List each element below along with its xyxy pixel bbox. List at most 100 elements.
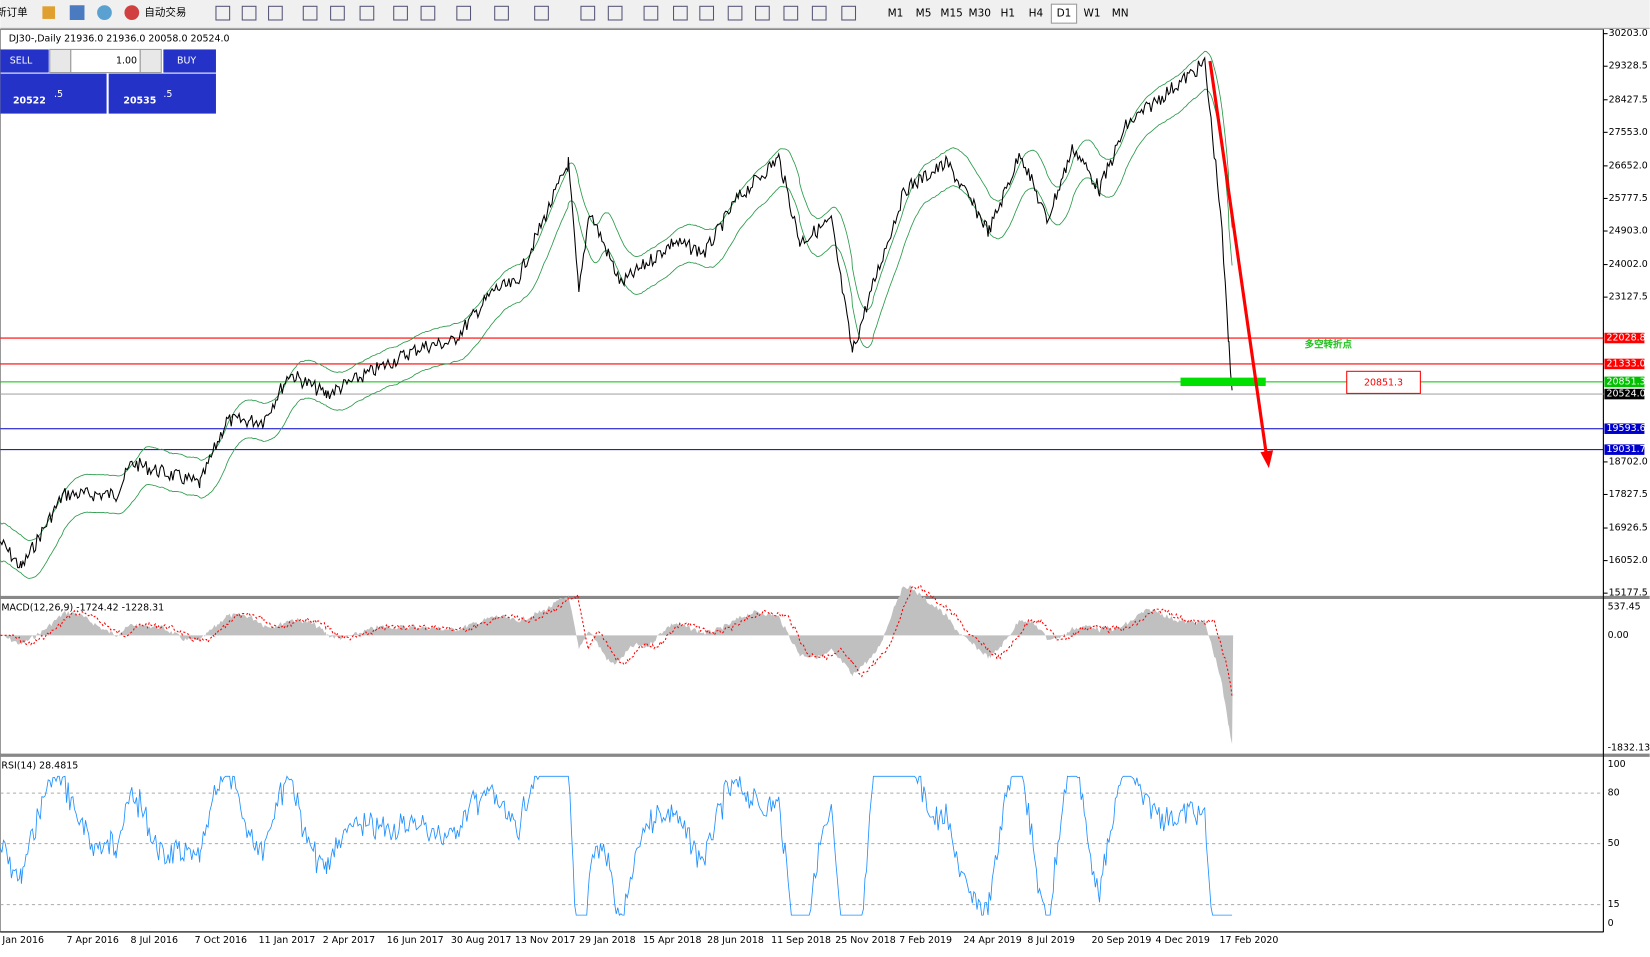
tool-icon[interactable] — [456, 5, 472, 21]
timeframe-button[interactable]: MN — [1112, 8, 1129, 20]
trend-arrow — [1208, 60, 1269, 458]
tool-icon[interactable] — [241, 5, 257, 21]
price-label: 30203.0 — [1609, 28, 1648, 39]
tool-icon[interactable] — [580, 5, 596, 21]
buy-price-frac[interactable]: .5 — [163, 89, 172, 100]
band-lower — [0, 88, 1233, 579]
buy-price[interactable]: 20535 — [123, 95, 156, 106]
tool-icon[interactable] — [534, 5, 549, 21]
tool-icons: M1 M5 M15 M30 H1 H4 D1 W1 MN — [215, 3, 1129, 24]
lot-value[interactable]: 1.00 — [116, 56, 137, 67]
lot-down[interactable] — [49, 48, 72, 74]
chart-header: DJ30-,Daily 21936.0 21936.0 20058.0 2052… — [9, 33, 230, 44]
level-tag — [1604, 444, 1645, 455]
icon[interactable] — [97, 5, 112, 20]
tool-icon[interactable] — [268, 5, 283, 21]
level-tag — [1604, 358, 1645, 370]
new-order-button[interactable]: 新订单 — [0, 6, 28, 19]
date-label: 25 Nov 2018 — [835, 935, 896, 946]
sell-button[interactable] — [0, 49, 49, 73]
rsi-axis-label: 15 — [1608, 899, 1620, 910]
sell-price-frac[interactable]: .5 — [54, 89, 63, 100]
date-label: 7 Feb 2019 — [899, 935, 952, 946]
level-label: 19031.7 — [1607, 444, 1646, 455]
timeframe-button[interactable]: H4 — [1029, 8, 1044, 20]
buy-price-box[interactable] — [108, 73, 216, 114]
tool-icon[interactable] — [359, 5, 375, 21]
date-label: 7 Apr 2016 — [66, 935, 118, 946]
price-label: 29328.5 — [1609, 61, 1648, 72]
tool-icon[interactable] — [420, 5, 436, 21]
auto-trade-button[interactable]: 自动交易 — [144, 6, 186, 19]
tool-icon[interactable] — [393, 5, 408, 21]
date-label: 4 Dec 2019 — [1155, 935, 1209, 946]
tool-icon[interactable] — [755, 5, 770, 21]
date-label: 15 Apr 2018 — [643, 935, 701, 946]
tool-icon[interactable] — [494, 5, 509, 21]
icon[interactable] — [69, 5, 85, 20]
date-label: 2 Apr 2017 — [323, 935, 375, 946]
tool-icon[interactable] — [330, 5, 345, 21]
timeframe-button[interactable]: M15 — [940, 8, 962, 20]
date-label: 30 Aug 2017 — [451, 935, 512, 946]
price-label: 15177.5 — [1609, 588, 1648, 599]
tool-icon[interactable] — [783, 5, 799, 21]
timeframe-button[interactable]: D1 — [1057, 8, 1072, 20]
date-label: 7 Oct 2016 — [195, 935, 247, 946]
timeframe-button[interactable]: H1 — [1001, 8, 1016, 20]
price-callout — [1346, 370, 1421, 394]
rsi-axis-label: 80 — [1608, 788, 1620, 799]
tool-icon[interactable] — [215, 5, 231, 21]
macd-signal — [0, 585, 1233, 697]
tool-icon[interactable] — [811, 5, 827, 21]
tool-icon[interactable] — [699, 5, 715, 21]
sell-price[interactable]: 20522 — [13, 95, 46, 106]
band-upper — [0, 50, 1233, 541]
date-label: 13 Nov 2017 — [515, 935, 576, 946]
price-label: 28427.5 — [1609, 94, 1648, 105]
tool-icon[interactable] — [673, 5, 688, 21]
level-tag — [1604, 332, 1645, 344]
price-label: 26652.0 — [1609, 160, 1648, 171]
level-tag — [1604, 423, 1645, 434]
rsi-axis-label: 50 — [1608, 838, 1620, 849]
level-label: 19593.6 — [1607, 423, 1646, 434]
price-label: 25777.5 — [1609, 193, 1648, 204]
date-label: Jan 2016 — [1, 935, 44, 946]
macd-axis-label: 537.45 — [1608, 601, 1641, 612]
timeframe-button[interactable]: M1 — [888, 8, 904, 20]
icon[interactable] — [42, 6, 56, 19]
date-label: 16 Jun 2017 — [387, 935, 444, 946]
macd-axis-label: -1832.13 — [1608, 742, 1650, 753]
date-label: 28 Jun 2018 — [707, 935, 764, 946]
marker-bar — [1180, 377, 1266, 387]
timeframe-button[interactable]: M30 — [969, 8, 991, 20]
date-label: 24 Apr 2019 — [963, 935, 1021, 946]
rsi-axis-label: 100 — [1608, 759, 1626, 770]
active-timeframe[interactable] — [1050, 3, 1078, 24]
tool-icon[interactable] — [727, 5, 743, 21]
price-label: 24002.0 — [1609, 259, 1648, 270]
tool-icon[interactable] — [302, 5, 318, 21]
annotation: 多空转折点 — [1305, 339, 1353, 351]
tool-icon[interactable] — [841, 5, 857, 21]
buy-button[interactable] — [163, 49, 216, 73]
plot: 30203.0 29328.5 28427.5 27553.0 26652.0 25777… — [0, 28, 1650, 946]
level-label: 22028.8 — [1607, 333, 1646, 344]
timeframe-button[interactable]: M5 — [916, 8, 932, 20]
sell-price-box[interactable] — [0, 73, 107, 114]
timeframe-button[interactable]: W1 — [1084, 8, 1101, 20]
sell-label[interactable]: SELL — [10, 56, 33, 67]
level-tag — [1604, 376, 1645, 388]
tool-icon[interactable] — [643, 5, 659, 21]
auto-trade-icon[interactable] — [124, 5, 140, 20]
tool-icon[interactable] — [607, 5, 623, 21]
toolbar — [0, 0, 1650, 29]
price-label: 16052.0 — [1609, 555, 1648, 566]
lot-up[interactable] — [139, 48, 162, 74]
buy-label[interactable]: BUY — [177, 56, 196, 67]
date-label: 17 Feb 2020 — [1220, 935, 1279, 946]
date-label: 11 Jan 2017 — [259, 935, 316, 946]
level-label: 21333.0 — [1607, 358, 1646, 369]
